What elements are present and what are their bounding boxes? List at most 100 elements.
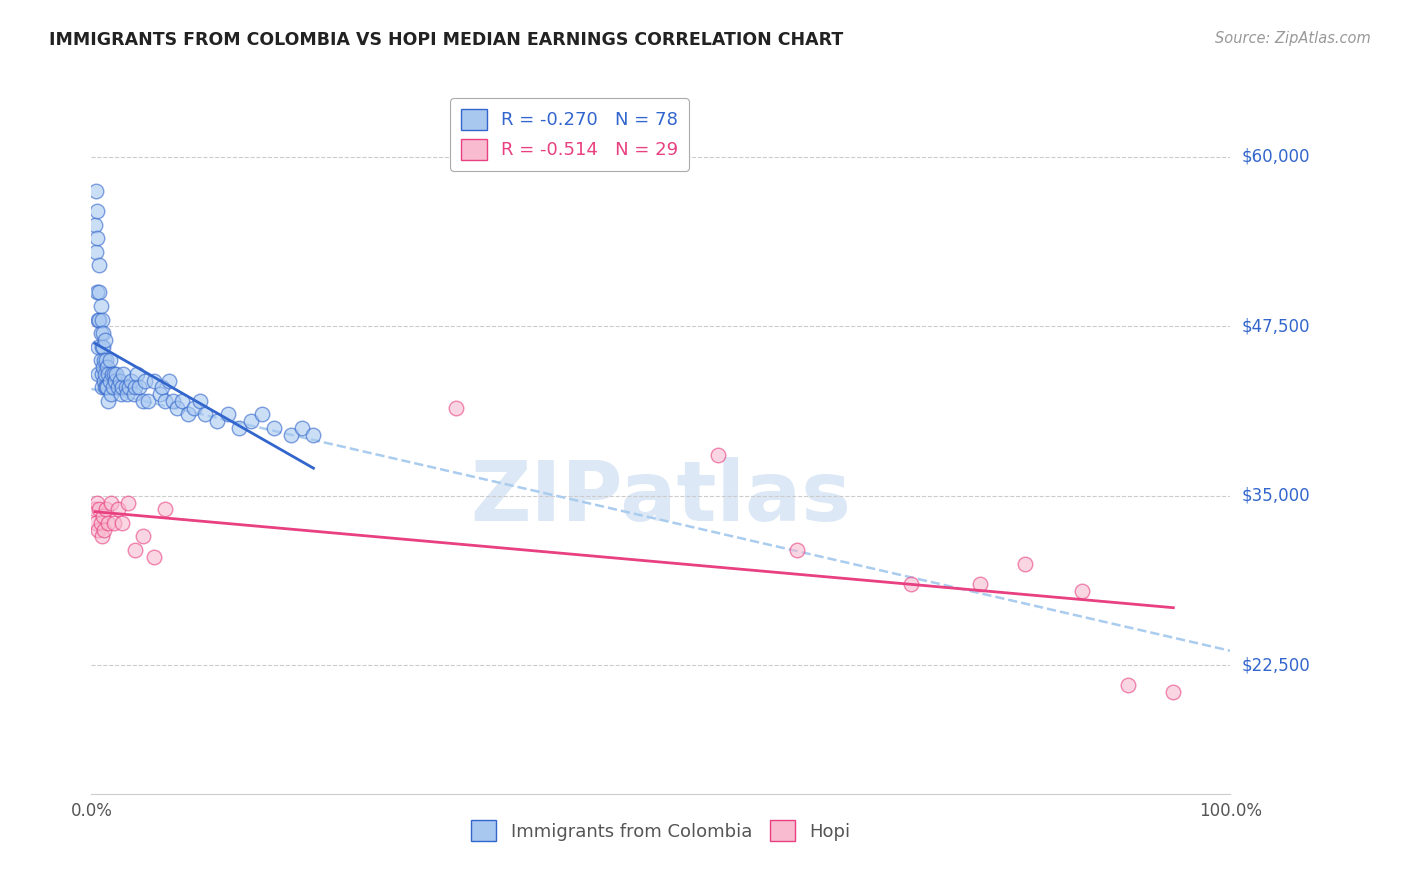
Point: [90, 340, 112, 354]
Text: ZIPatlas: ZIPatlas: [471, 458, 851, 539]
Point: [94, 380, 117, 394]
Point: [1071, 583, 1094, 598]
Text: $35,000: $35,000: [1241, 487, 1310, 505]
Point: [107, 502, 129, 516]
Point: [93, 353, 115, 368]
Point: [84, 516, 107, 530]
Point: [86, 231, 108, 245]
Point: [86, 204, 108, 219]
Point: [194, 408, 217, 422]
Point: [105, 367, 128, 381]
Point: [786, 543, 808, 558]
Point: [122, 387, 145, 401]
Point: [97, 367, 120, 381]
Text: Source: ZipAtlas.com: Source: ZipAtlas.com: [1215, 31, 1371, 46]
Point: [89, 285, 111, 300]
Point: [89, 259, 111, 273]
Point: [101, 367, 124, 381]
Point: [1014, 557, 1036, 571]
Point: [111, 380, 134, 394]
Point: [108, 374, 131, 388]
Text: $60,000: $60,000: [1241, 148, 1310, 166]
Point: [900, 577, 922, 591]
Point: [94, 367, 117, 381]
Point: [110, 387, 132, 401]
Point: [100, 495, 122, 509]
Point: [91, 359, 114, 374]
Point: [83, 502, 105, 516]
Point: [124, 380, 146, 394]
Point: [117, 495, 139, 509]
Point: [89, 326, 111, 340]
Point: [98, 353, 121, 368]
Point: [96, 380, 118, 394]
Point: [155, 393, 177, 408]
Text: IMMIGRANTS FROM COLOMBIA VS HOPI MEDIAN EARNINGS CORRELATION CHART: IMMIGRANTS FROM COLOMBIA VS HOPI MEDIAN …: [49, 31, 844, 49]
Point: [89, 312, 111, 326]
Point: [89, 516, 111, 530]
Point: [157, 374, 180, 388]
Point: [172, 393, 194, 408]
Point: [96, 380, 118, 394]
Point: [124, 543, 146, 558]
Point: [91, 509, 114, 524]
Text: $47,500: $47,500: [1241, 318, 1310, 335]
Point: [143, 374, 166, 388]
Point: [87, 340, 110, 354]
Point: [120, 374, 142, 388]
Point: [84, 244, 107, 259]
Point: [707, 448, 730, 462]
Point: [1161, 685, 1184, 699]
Point: [205, 414, 228, 428]
Point: [125, 367, 148, 381]
Point: [302, 427, 325, 442]
Point: [87, 523, 110, 537]
Point: [115, 387, 138, 401]
Point: [101, 380, 124, 394]
Point: [263, 421, 285, 435]
Point: [89, 353, 111, 368]
Point: [83, 218, 105, 232]
Point: [131, 393, 153, 408]
Point: [131, 529, 153, 543]
Point: [93, 523, 115, 537]
Point: [228, 421, 250, 435]
Point: [91, 340, 114, 354]
Point: [84, 184, 107, 198]
Point: [969, 577, 991, 591]
Point: [89, 299, 111, 313]
Point: [104, 374, 127, 388]
Point: [97, 393, 120, 408]
Point: [177, 408, 200, 422]
Point: [90, 312, 112, 326]
Point: [183, 401, 205, 415]
Point: [162, 393, 184, 408]
Point: [280, 427, 302, 442]
Point: [112, 367, 135, 381]
Point: [90, 380, 112, 394]
Point: [166, 401, 188, 415]
Point: [128, 380, 150, 394]
Point: [444, 401, 467, 415]
Point: [86, 285, 108, 300]
Point: [91, 326, 114, 340]
Point: [188, 393, 211, 408]
Point: [134, 374, 156, 388]
Point: [87, 312, 110, 326]
Point: [100, 387, 122, 401]
Point: [217, 408, 239, 422]
Point: [98, 374, 121, 388]
Point: [107, 380, 129, 394]
Legend: Immigrants from Colombia, Hopi: Immigrants from Colombia, Hopi: [464, 813, 858, 848]
Point: [239, 414, 262, 428]
Point: [94, 333, 117, 347]
Point: [96, 502, 118, 516]
Point: [103, 516, 125, 530]
Point: [87, 367, 110, 381]
Point: [103, 367, 125, 381]
Point: [155, 502, 177, 516]
Point: [118, 380, 141, 394]
Point: [111, 516, 134, 530]
Point: [250, 408, 273, 422]
Point: [96, 353, 118, 368]
